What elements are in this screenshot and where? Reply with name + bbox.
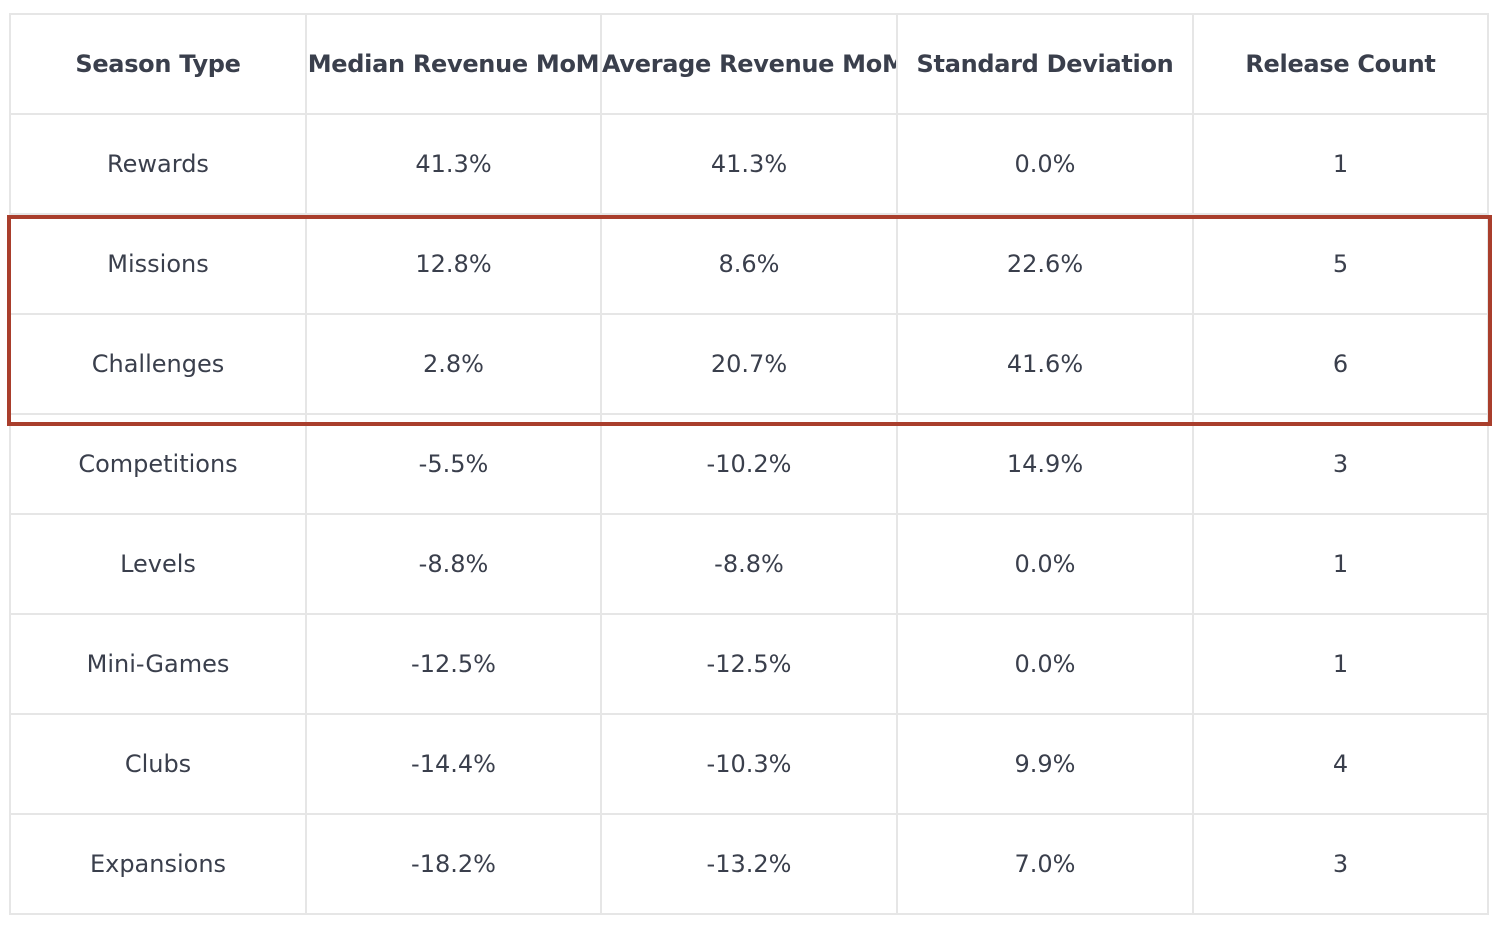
cell-season-type: Levels	[9, 513, 307, 615]
cell-season-type: Mini-Games	[9, 613, 307, 715]
column-header-median-revenue-mom: Median Revenue MoM	[305, 13, 602, 115]
cell-standard-deviation: 41.6%	[896, 313, 1194, 415]
cell-median-revenue-mom: -8.8%	[305, 513, 602, 615]
cell-release-count: 1	[1192, 513, 1489, 615]
cell-median-revenue-mom: 12.8%	[305, 213, 602, 315]
cell-season-type: Missions	[9, 213, 307, 315]
table-row: Missions 12.8% 8.6% 22.6% 5	[9, 213, 1489, 315]
column-header-standard-deviation: Standard Deviation	[896, 13, 1194, 115]
cell-release-count: 6	[1192, 313, 1489, 415]
cell-median-revenue-mom: 2.8%	[305, 313, 602, 415]
cell-standard-deviation: 14.9%	[896, 413, 1194, 515]
table-row: Clubs -14.4% -10.3% 9.9% 4	[9, 713, 1489, 815]
cell-average-revenue-mom: 41.3%	[600, 113, 898, 215]
table-row: Rewards 41.3% 41.3% 0.0% 1	[9, 113, 1489, 215]
cell-standard-deviation: 0.0%	[896, 613, 1194, 715]
cell-median-revenue-mom: 41.3%	[305, 113, 602, 215]
cell-median-revenue-mom: -18.2%	[305, 813, 602, 915]
cell-median-revenue-mom: -5.5%	[305, 413, 602, 515]
table-row: Mini-Games -12.5% -12.5% 0.0% 1	[9, 613, 1489, 715]
cell-average-revenue-mom: -10.2%	[600, 413, 898, 515]
column-header-release-count: Release Count	[1192, 13, 1489, 115]
cell-median-revenue-mom: -12.5%	[305, 613, 602, 715]
cell-average-revenue-mom: 8.6%	[600, 213, 898, 315]
column-header-season-type: Season Type	[9, 13, 307, 115]
cell-median-revenue-mom: -14.4%	[305, 713, 602, 815]
cell-average-revenue-mom: -10.3%	[600, 713, 898, 815]
cell-season-type: Competitions	[9, 413, 307, 515]
cell-release-count: 5	[1192, 213, 1489, 315]
cell-release-count: 1	[1192, 613, 1489, 715]
season-type-table-container: Season Type Median Revenue MoM Average R…	[9, 13, 1489, 915]
cell-average-revenue-mom: -13.2%	[600, 813, 898, 915]
table-row: Competitions -5.5% -10.2% 14.9% 3	[9, 413, 1489, 515]
table-header-row: Season Type Median Revenue MoM Average R…	[9, 13, 1489, 115]
cell-standard-deviation: 9.9%	[896, 713, 1194, 815]
cell-season-type: Expansions	[9, 813, 307, 915]
cell-release-count: 3	[1192, 413, 1489, 515]
cell-standard-deviation: 22.6%	[896, 213, 1194, 315]
table-row: Levels -8.8% -8.8% 0.0% 1	[9, 513, 1489, 615]
table-row: Challenges 2.8% 20.7% 41.6% 6	[9, 313, 1489, 415]
cell-standard-deviation: 0.0%	[896, 513, 1194, 615]
cell-release-count: 1	[1192, 113, 1489, 215]
cell-average-revenue-mom: -8.8%	[600, 513, 898, 615]
column-header-average-revenue-mom: Average Revenue MoM	[600, 13, 898, 115]
cell-standard-deviation: 7.0%	[896, 813, 1194, 915]
cell-season-type: Challenges	[9, 313, 307, 415]
cell-season-type: Clubs	[9, 713, 307, 815]
cell-release-count: 3	[1192, 813, 1489, 915]
table-row: Expansions -18.2% -13.2% 7.0% 3	[9, 813, 1489, 915]
cell-release-count: 4	[1192, 713, 1489, 815]
cell-season-type: Rewards	[9, 113, 307, 215]
cell-average-revenue-mom: 20.7%	[600, 313, 898, 415]
cell-average-revenue-mom: -12.5%	[600, 613, 898, 715]
cell-standard-deviation: 0.0%	[896, 113, 1194, 215]
season-type-table: Season Type Median Revenue MoM Average R…	[9, 13, 1489, 915]
